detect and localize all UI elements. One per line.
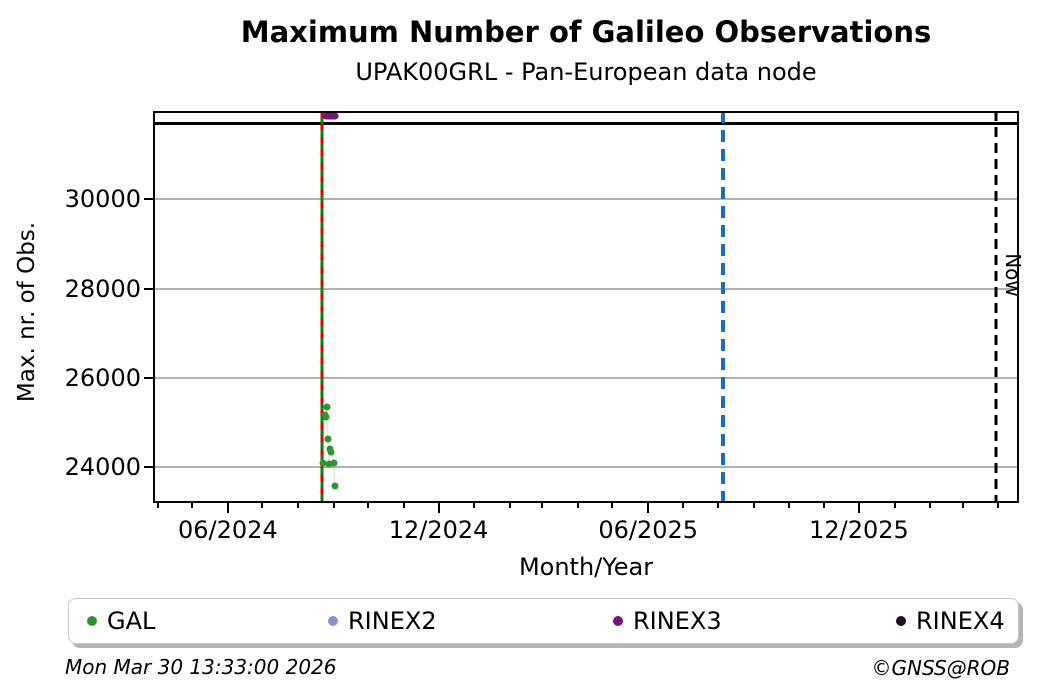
x-minor-tick [541, 503, 544, 508]
gridline [153, 198, 1019, 201]
y-tick-mark [144, 198, 153, 201]
gal-marker-icon [87, 616, 97, 626]
gridline [153, 466, 1019, 469]
x-minor-tick [681, 503, 684, 508]
now-label: Now [1000, 253, 1025, 298]
timestamp: Mon Mar 30 13:33:00 2026 [65, 655, 337, 679]
legend-label-rinex3: RINEX3 [633, 607, 722, 635]
gal-connector-line [153, 111, 1019, 503]
x-tick-label: 12/2024 [388, 516, 489, 544]
data-point-gal [322, 413, 330, 421]
x-minor-tick [367, 503, 370, 508]
data-point-gal [325, 460, 333, 468]
x-minor-tick [297, 503, 300, 508]
rinex4-marker-icon [896, 616, 906, 626]
x-minor-tick [576, 503, 579, 508]
gridline [153, 287, 1019, 290]
data-point-gal [319, 459, 327, 467]
legend-item-rinex4: RINEX4 [896, 599, 1005, 643]
x-tick-label: 12/2025 [809, 516, 909, 544]
legend-item-rinex3: RINEX3 [613, 599, 722, 643]
x-minor-tick [787, 503, 790, 508]
x-major-tick [226, 503, 229, 513]
x-major-tick [437, 503, 440, 513]
vline-blue [721, 111, 726, 503]
legend-item-gal: GAL [87, 599, 155, 643]
x-tick-label: 06/2024 [177, 516, 278, 544]
legend-item-rinex2: RINEX2 [328, 599, 437, 643]
max-reference-line [153, 122, 1019, 126]
data-point-gal [330, 459, 338, 467]
y-tick-label: 26000 [64, 363, 141, 392]
x-minor-tick [191, 503, 194, 508]
x-minor-tick [332, 503, 335, 508]
x-minor-tick [156, 503, 159, 508]
data-point-rinex3 [331, 112, 339, 120]
plot-area: 24000 26000 28000 30000 06/2024 12/2024 06/202… [65, 111, 1025, 544]
legend-label-rinex4: RINEX4 [916, 607, 1005, 635]
data-point-gal [331, 482, 339, 490]
y-tick-mark [144, 466, 153, 469]
x-minor-tick [753, 503, 756, 508]
copyright: ©GNSS@ROB [871, 656, 1011, 680]
rinex2-marker-icon [328, 616, 338, 626]
y-axis-label: Max. nr. of Obs. [14, 221, 40, 403]
y-tick-label: 30000 [64, 185, 141, 214]
legend-label-rinex2: RINEX2 [348, 607, 437, 635]
vline-now [994, 111, 998, 503]
x-minor-tick [473, 503, 476, 508]
x-major-tick [857, 503, 860, 513]
x-minor-tick [611, 503, 614, 508]
y-tick-mark [144, 376, 153, 379]
y-tick-mark [144, 287, 153, 290]
chart-title: Maximum Number of Galileo Observations [240, 15, 932, 49]
x-minor-tick [997, 503, 1000, 508]
vline-event-red [320, 111, 324, 503]
data-point-gal [323, 403, 331, 411]
x-minor-tick [717, 503, 720, 508]
x-minor-tick [961, 503, 964, 508]
rinex3-marker-icon [613, 616, 623, 626]
y-tick-label: 24000 [64, 453, 141, 482]
data-point-gal [324, 435, 332, 443]
legend: GAL RINEX2 RINEX3 RINEX4 [68, 598, 1019, 644]
x-major-tick [647, 503, 650, 513]
y-tick-label: 28000 [64, 274, 141, 303]
x-minor-tick [929, 503, 932, 508]
data-point-gal [327, 448, 335, 456]
legend-label-gal: GAL [107, 607, 156, 635]
x-minor-tick [403, 503, 406, 508]
x-minor-tick [823, 503, 826, 508]
x-minor-tick [893, 503, 896, 508]
gridline [153, 376, 1019, 379]
x-minor-tick [508, 503, 511, 508]
chart-subtitle: UPAK00GRL - Pan-European data node [355, 58, 817, 86]
x-tick-label: 06/2025 [598, 516, 699, 544]
x-axis-label: Month/Year [518, 553, 654, 581]
x-minor-tick [261, 503, 264, 508]
